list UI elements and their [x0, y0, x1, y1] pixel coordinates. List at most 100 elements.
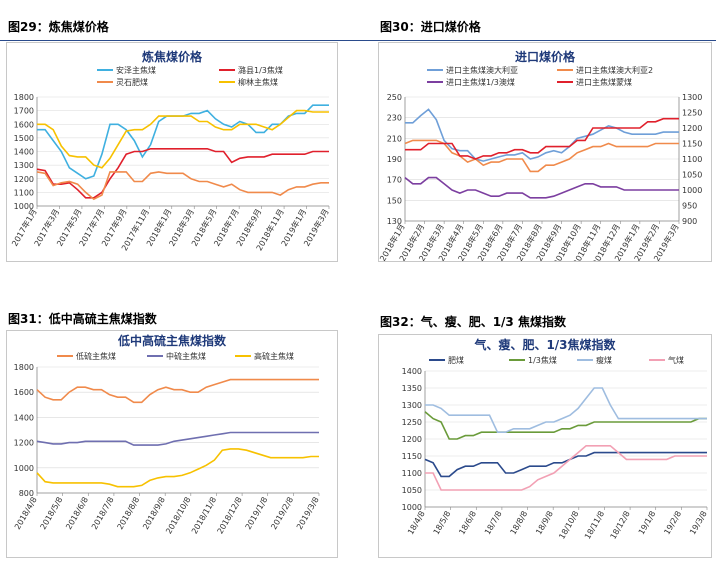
legend-label: 安泽主焦煤 — [116, 65, 156, 75]
legend-label: 高硫主焦煤 — [254, 351, 294, 361]
y-tick-label: 1000 — [402, 503, 422, 512]
series-line — [36, 148, 329, 199]
figure-caption-31: 图31：低中高硫主焦煤指数 — [8, 312, 157, 326]
y-tick-label: 1400 — [402, 367, 422, 376]
y-tick-label: 1800 — [14, 93, 34, 102]
legend-label: 气煤 — [668, 355, 684, 365]
x-tick-label: 2018/9/8 — [141, 496, 167, 532]
chart-panel-sulfur-coking-coal-index: 低中高硫主焦煤指数 低硫主焦煤 中硫主焦煤 高硫主焦煤 800 1000 1200 1400 1… — [6, 330, 338, 558]
series-line — [405, 117, 679, 160]
series-line — [36, 448, 319, 488]
x-tick-label: 18/11/8 — [583, 510, 606, 541]
x-tick-label: 2019/1/8 — [244, 496, 270, 532]
series-line — [405, 108, 679, 162]
chart-title: 低中高硫主焦煤指数 — [117, 333, 227, 348]
y-tick-label: 230 — [387, 114, 402, 123]
series-line — [424, 451, 707, 478]
y-tick-label: 1200 — [14, 175, 34, 184]
legend-label: 中硫主焦煤 — [166, 351, 206, 361]
x-tick-label: 2019/3/8 — [295, 496, 321, 532]
chart-title: 炼焦煤价格 — [142, 49, 203, 64]
y-tick-label: 1400 — [14, 413, 34, 422]
x-tick-label: 18/12/8 — [609, 510, 632, 541]
series-line — [425, 445, 707, 491]
chart-panel-imported-coal-price: 进口煤价格 进口主焦煤澳大利亚 进口主焦煤澳大利亚2 进口主焦煤1/3澳煤 进口主焦煤蒙… — [377, 42, 712, 267]
legend-label: 进口主焦煤1/3澳煤 — [446, 77, 515, 87]
legend-label: 1/3焦煤 — [528, 355, 557, 365]
x-tick-label: 19/1/8 — [637, 510, 658, 537]
x-tick-label: 18/5/8 — [432, 510, 453, 537]
legend-label: 进口主焦煤澳大利亚2 — [576, 65, 653, 75]
x-tick-label: 18/10/8 — [557, 510, 580, 541]
x-tick-label: 2018/5/8 — [39, 496, 65, 532]
y-tick-label: 1300 — [14, 161, 34, 170]
x-tick-label: 19/2/8 — [662, 510, 683, 537]
y-tick-label: 150 — [387, 196, 402, 205]
x-tick-label: 18/7/8 — [483, 510, 504, 537]
x-tick-label: 18/9/8 — [534, 510, 555, 537]
legend-label: 潞县1/3焦煤 — [238, 65, 283, 75]
y2-tick-label: 1100 — [682, 155, 702, 164]
series-line — [36, 378, 319, 404]
legend-label: 进口主焦煤蒙煤 — [576, 77, 632, 87]
x-tick-label: 18/4/8 — [406, 510, 427, 537]
x-tick-label: 2018/6/8 — [64, 496, 90, 532]
figure-caption-29: 图29：炼焦煤价格 — [8, 20, 109, 34]
y-tick-label: 170 — [387, 176, 402, 185]
y2-tick-label: 900 — [682, 217, 697, 226]
y-tick-label: 1800 — [14, 363, 34, 372]
y-tick-label: 1600 — [14, 388, 34, 397]
y2-tick-label: 1000 — [682, 186, 702, 195]
y-tick-label: 1000 — [14, 202, 34, 211]
legend-label: 进口主焦煤澳大利亚 — [446, 65, 518, 75]
x-tick-label: 2018/7/8 — [90, 496, 116, 532]
chart-panel-coking-coal-price: 炼焦煤价格 安泽主焦煤 潞县1/3焦煤 灵石肥煤 柳林主焦煤 1000 1100 1200 13… — [6, 42, 338, 262]
chart-title: 气、瘦、肥、1/3焦煤指数 — [473, 337, 616, 352]
series-line — [404, 139, 679, 173]
section-divider-top — [0, 40, 716, 41]
y-tick-label: 210 — [387, 134, 402, 143]
y-tick-label: 130 — [387, 217, 402, 226]
y2-tick-label: 1050 — [682, 171, 702, 180]
figure-caption-30: 图30：进口煤价格 — [380, 20, 481, 34]
y-tick-label: 1000 — [14, 464, 34, 473]
series-line — [404, 176, 679, 199]
y2-tick-label: 1200 — [682, 124, 702, 133]
y-tick-label: 1200 — [402, 435, 422, 444]
chart-title: 进口煤价格 — [515, 49, 576, 64]
y-tick-label: 1400 — [14, 148, 34, 157]
x-tick-label: 2018/4/8 — [13, 496, 39, 532]
series-line — [36, 171, 329, 201]
chart-panel-coal-type-index: 气、瘦、肥、1/3焦煤指数 肥煤 1/3焦煤 瘦煤 气煤 1000 1050 1100 1150… — [378, 334, 712, 558]
figure-caption-32: 图32：气、瘦、肥、1/3 焦煤指数 — [380, 315, 566, 329]
y2-tick-label: 950 — [682, 202, 697, 211]
legend-label: 低硫主焦煤 — [76, 351, 116, 361]
series-line — [424, 411, 707, 440]
y-tick-label: 1100 — [14, 188, 34, 197]
y-tick-label: 800 — [19, 489, 34, 498]
y-tick-label: 1350 — [402, 384, 422, 393]
y-tick-label: 1250 — [402, 418, 422, 427]
legend-label: 肥煤 — [448, 355, 464, 365]
y-tick-label: 1700 — [14, 107, 34, 116]
y-tick-label: 1050 — [402, 486, 422, 495]
x-tick-label: 2019/2/8 — [269, 496, 295, 532]
x-tick-label: 19/3/8 — [688, 510, 709, 537]
y-tick-label: 1600 — [14, 120, 34, 129]
legend-label: 瘦煤 — [596, 355, 612, 365]
y-tick-label: 190 — [387, 155, 402, 164]
y-tick-label: 1100 — [402, 469, 422, 478]
legend-label: 柳林主焦煤 — [238, 77, 278, 87]
series-line — [425, 387, 707, 433]
y2-tick-label: 1300 — [682, 93, 702, 102]
x-tick-label: 2018/8/8 — [116, 496, 142, 532]
y2-tick-label: 1150 — [682, 140, 702, 149]
y2-tick-label: 1250 — [682, 109, 702, 118]
x-tick-label: 18/6/8 — [457, 510, 478, 537]
x-tick-label: 18/8/8 — [509, 510, 530, 537]
y-tick-label: 250 — [387, 93, 402, 102]
